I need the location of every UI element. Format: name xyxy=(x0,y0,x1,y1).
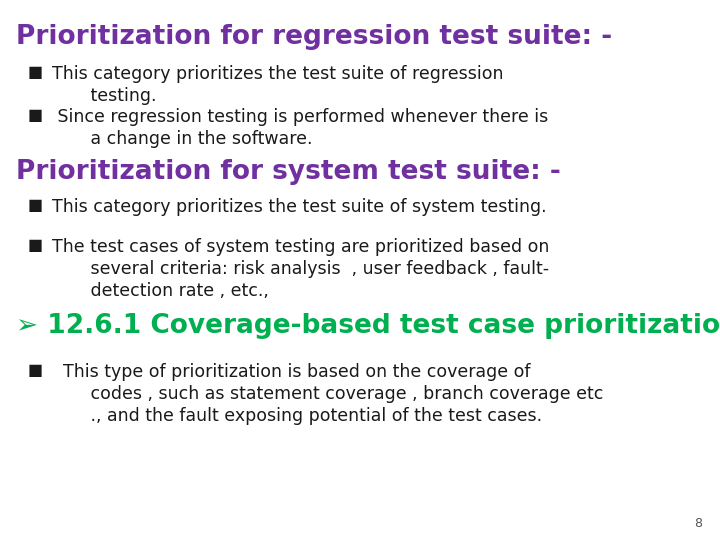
Text: Since regression testing is performed whenever there is
       a change in the s: Since regression testing is performed wh… xyxy=(52,108,548,148)
Text: ■: ■ xyxy=(27,198,42,213)
Text: Prioritization for regression test suite: -: Prioritization for regression test suite… xyxy=(16,24,612,50)
Text: ➢ 12.6.1 Coverage-based test case prioritization: -: ➢ 12.6.1 Coverage-based test case priori… xyxy=(16,313,720,339)
Text: ■: ■ xyxy=(27,108,42,123)
Text: This type of prioritization is based on the coverage of
       codes , such as s: This type of prioritization is based on … xyxy=(52,363,603,426)
Text: Prioritization for system test suite: -: Prioritization for system test suite: - xyxy=(16,159,561,185)
Text: ■: ■ xyxy=(27,363,42,378)
Text: 8: 8 xyxy=(694,517,702,530)
Text: ■: ■ xyxy=(27,65,42,80)
Text: This category prioritizes the test suite of regression
       testing.: This category prioritizes the test suite… xyxy=(52,65,503,105)
Text: The test cases of system testing are prioritized based on
       several criteri: The test cases of system testing are pri… xyxy=(52,238,549,300)
Text: ■: ■ xyxy=(27,238,42,253)
Text: This category prioritizes the test suite of system testing.: This category prioritizes the test suite… xyxy=(52,198,546,216)
